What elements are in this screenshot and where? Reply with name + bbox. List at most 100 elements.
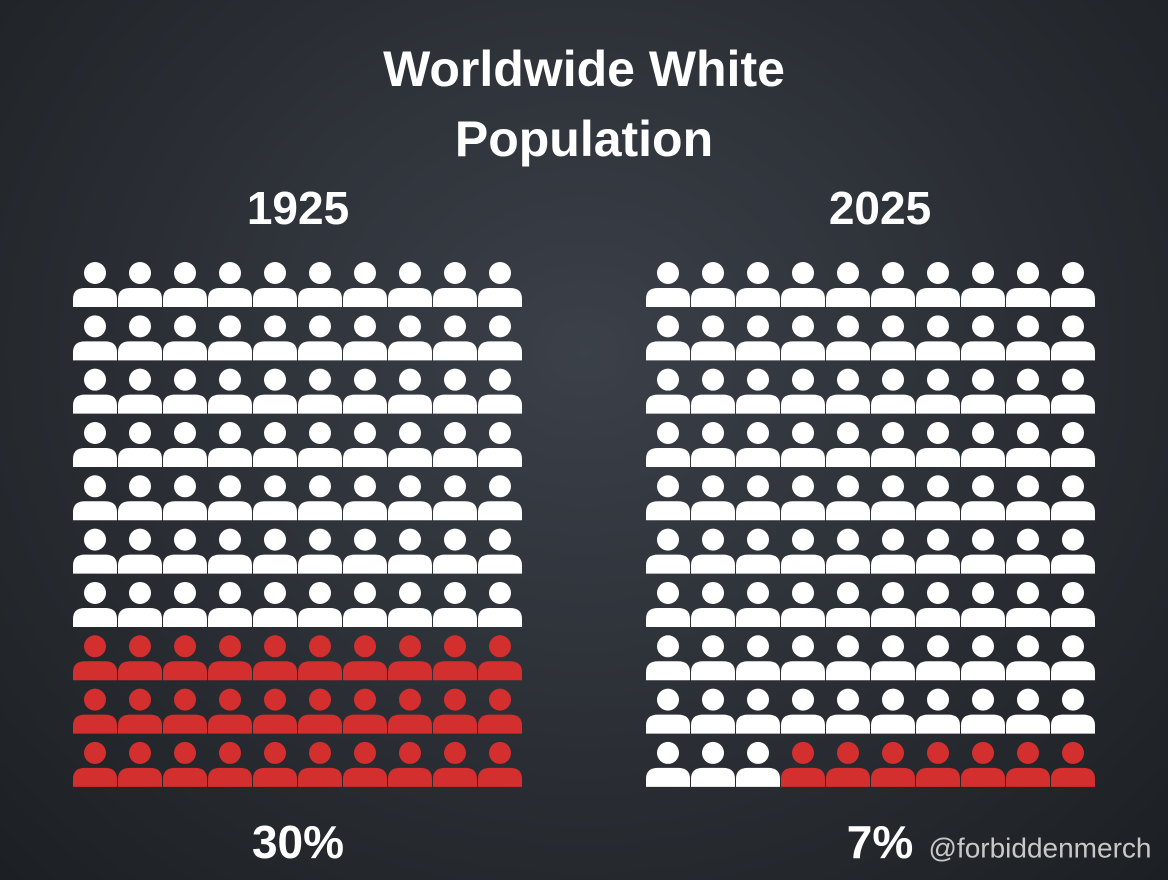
icon-head xyxy=(882,688,904,711)
icon-head xyxy=(1017,262,1039,284)
person-icon xyxy=(961,368,1005,414)
person-icon xyxy=(646,528,690,574)
person-icon xyxy=(298,528,342,574)
icon-body xyxy=(478,661,522,681)
icon-head xyxy=(489,741,511,764)
person-icon xyxy=(343,262,387,307)
person-icon xyxy=(826,315,870,361)
icon-head xyxy=(837,475,859,498)
person-icon xyxy=(1051,421,1095,467)
icon-head xyxy=(747,688,769,711)
icon-body xyxy=(646,661,690,681)
person-icon xyxy=(73,741,117,787)
icon-head xyxy=(489,475,511,498)
person-icon xyxy=(343,315,387,361)
icon-body xyxy=(1051,288,1095,307)
icon-body xyxy=(208,341,252,361)
icon-head xyxy=(747,528,769,551)
icon-head xyxy=(129,262,151,284)
icon-body xyxy=(253,714,297,734)
icon-head xyxy=(219,741,241,764)
icon-body xyxy=(298,288,342,307)
icon-body xyxy=(1006,447,1050,467)
person-icon xyxy=(298,635,342,681)
icon-head xyxy=(1017,635,1039,658)
person-icon xyxy=(73,688,117,734)
icon-head xyxy=(702,262,724,284)
icon-body xyxy=(961,341,1005,361)
icon-body xyxy=(916,767,960,787)
person-icon xyxy=(961,528,1005,574)
icon-body xyxy=(736,394,780,414)
icon-head xyxy=(129,368,151,391)
icon-head xyxy=(489,262,511,284)
icon-head xyxy=(837,741,859,764)
icon-body xyxy=(253,607,297,627)
icon-head xyxy=(219,528,241,551)
person-icon xyxy=(478,475,522,521)
icon-head xyxy=(792,528,814,551)
icon-head xyxy=(747,635,769,658)
icon-head xyxy=(489,581,511,604)
icon-body xyxy=(118,341,162,361)
icon-head xyxy=(264,741,286,764)
person-icon xyxy=(646,368,690,414)
icon-body xyxy=(433,767,477,787)
person-icon xyxy=(163,581,207,627)
icon-head xyxy=(927,368,949,391)
icon-body xyxy=(1051,554,1095,574)
person-icon xyxy=(343,368,387,414)
icon-body xyxy=(433,394,477,414)
icon-body xyxy=(388,767,432,787)
icon-head xyxy=(354,528,376,551)
person-icon xyxy=(691,528,735,574)
person-icon xyxy=(388,475,432,521)
icon-body xyxy=(781,341,825,361)
person-icon xyxy=(73,581,117,627)
person-icon xyxy=(871,315,915,361)
person-icon xyxy=(433,475,477,521)
icon-head xyxy=(309,528,331,551)
icon-body xyxy=(298,767,342,787)
icon-head xyxy=(309,635,331,658)
person-icon xyxy=(736,581,780,627)
icon-head xyxy=(174,688,196,711)
person-icon xyxy=(118,581,162,627)
person-icon xyxy=(1006,421,1050,467)
person-icon xyxy=(646,688,690,734)
icon-body xyxy=(1006,554,1050,574)
person-icon xyxy=(781,581,825,627)
icon-body xyxy=(73,288,117,307)
icon-body xyxy=(343,607,387,627)
icon-head xyxy=(702,315,724,338)
person-icon xyxy=(691,421,735,467)
icon-body xyxy=(433,554,477,574)
icon-head xyxy=(354,688,376,711)
person-icon xyxy=(73,262,117,307)
icon-body xyxy=(1051,767,1095,787)
icon-body xyxy=(826,714,870,734)
icon-head xyxy=(837,688,859,711)
person-icon xyxy=(208,528,252,574)
icon-body xyxy=(298,661,342,681)
person-icon xyxy=(208,262,252,307)
person-icon xyxy=(433,368,477,414)
person-icon xyxy=(343,581,387,627)
value-icons xyxy=(73,635,522,787)
person-icon xyxy=(916,581,960,627)
icon-body xyxy=(646,607,690,627)
icon-body xyxy=(646,714,690,734)
icon-head xyxy=(972,368,994,391)
icon-head xyxy=(927,688,949,711)
icon-body xyxy=(208,661,252,681)
person-icon xyxy=(871,635,915,681)
person-icon xyxy=(298,262,342,307)
icon-body xyxy=(691,767,735,787)
icon-head xyxy=(747,475,769,498)
icon-body xyxy=(208,501,252,521)
person-icon xyxy=(478,635,522,681)
icon-body xyxy=(388,554,432,574)
icon-body xyxy=(826,554,870,574)
person-icon xyxy=(961,421,1005,467)
icon-head xyxy=(489,368,511,391)
